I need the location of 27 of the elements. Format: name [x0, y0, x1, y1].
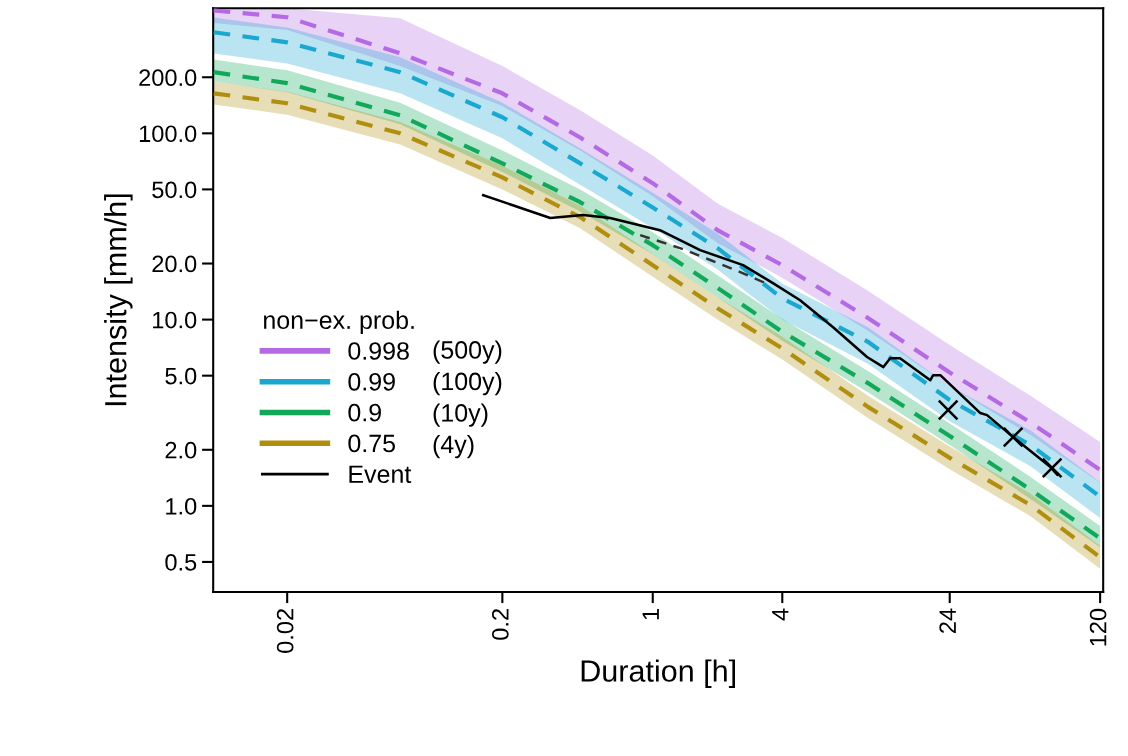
- y-tick-label: 200.0: [139, 69, 197, 87]
- x-tick-label: 120: [1089, 608, 1107, 646]
- x-axis-title: Duration [h]: [581, 659, 735, 688]
- y-tick-label: 0.5: [165, 554, 197, 571]
- annotation: (4y): [433, 434, 474, 459]
- y-axis-title: Intensity [mm/h]: [104, 194, 133, 406]
- annotation: (500y): [433, 340, 502, 364]
- x-tick-label: 24: [939, 608, 956, 633]
- legend-label: 0.75: [348, 434, 395, 453]
- x-tick-label: 4: [772, 608, 789, 621]
- x-tick-label: 1: [642, 609, 659, 620]
- x-tick-label: 0.02: [276, 609, 294, 653]
- y-tick-label: 1.0: [166, 497, 197, 515]
- y-tick-label: 5.0: [165, 367, 197, 385]
- annotation: (100y): [433, 371, 502, 396]
- y-tick-label: 10.0: [153, 311, 197, 329]
- legend-label: 0.998: [348, 342, 409, 360]
- y-tick-label: 2.0: [165, 441, 197, 459]
- legend-title: non−ex. prob.: [264, 310, 414, 334]
- y-tick-label: 20.0: [152, 255, 197, 273]
- legend-label: Event: [349, 465, 412, 484]
- x-tick-label: 0.2: [491, 609, 509, 640]
- y-tick-label: 50.0: [152, 181, 197, 199]
- annotation: (10y): [433, 403, 488, 427]
- legend-label: 0.99: [348, 372, 395, 391]
- y-tick-label: 100.0: [139, 125, 197, 143]
- legend-label: 0.9: [348, 403, 381, 422]
